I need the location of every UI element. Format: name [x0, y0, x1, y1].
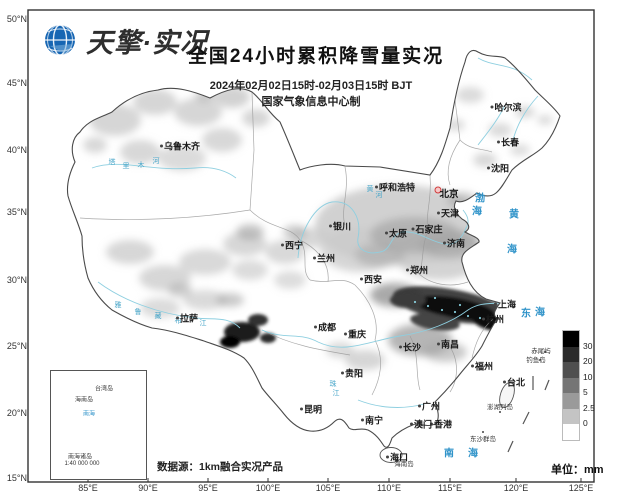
legend-swatch [563, 346, 579, 362]
legend-swatch [563, 424, 579, 440]
small-islands [482, 351, 546, 433]
hainan-island [379, 447, 403, 463]
legend-unit-label: 单位：mm [551, 464, 604, 476]
province-boundaries [79, 91, 494, 396]
china-boundary [66, 49, 561, 448]
capital-label: 北京 [439, 189, 459, 200]
data-source-note: 数据源：1km融合实况产品 [157, 461, 284, 473]
legend-swatch [563, 331, 579, 347]
capital-marker-icon [434, 186, 442, 194]
globe-icon [45, 24, 75, 56]
page-title: 全国24小时累积降雪量实况 [187, 46, 445, 67]
legend-swatch [563, 377, 579, 393]
logo-text: 天擎·实况 [86, 27, 208, 58]
legend-swatch [563, 362, 579, 378]
south-china-sea-inset [50, 370, 147, 480]
legend-swatch [563, 408, 579, 424]
nine-dash-line [507, 376, 550, 453]
taiwan-island [499, 382, 515, 408]
rivers [91, 57, 539, 408]
time-range: 2024年02月02日15时-02月03日15时 BJT [209, 80, 413, 92]
legend-swatch [563, 393, 579, 409]
ice-flecks [413, 296, 482, 320]
producer-credit: 国家气象信息中心制 [261, 96, 361, 108]
tianqing-logo: 天擎·实况 [40, 20, 208, 60]
legend-colorbar [562, 330, 580, 441]
